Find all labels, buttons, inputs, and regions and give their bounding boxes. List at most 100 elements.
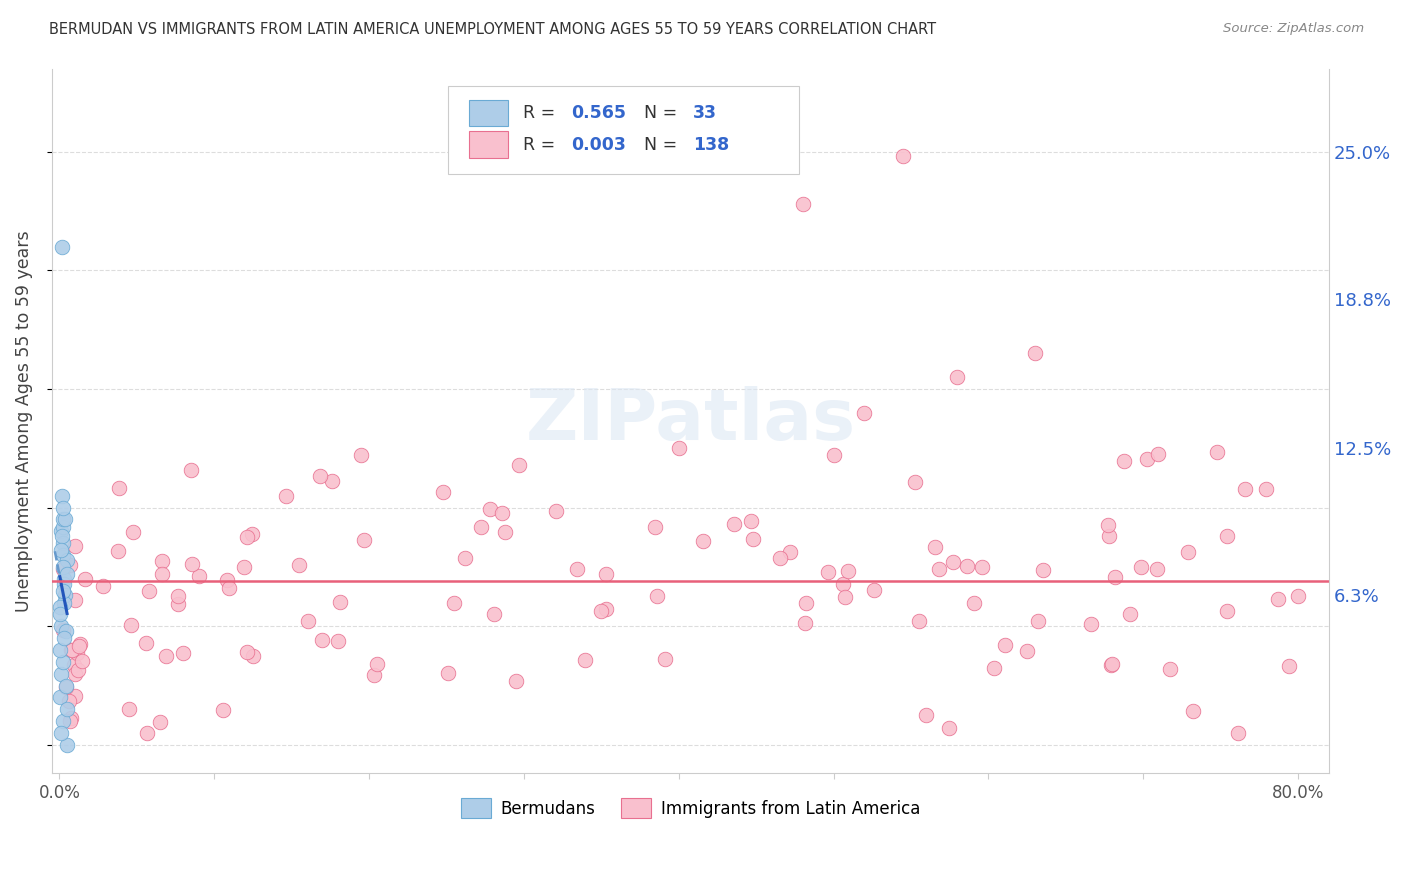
Point <box>792 196 814 211</box>
Point <box>242 648 264 663</box>
Point <box>52 536 75 550</box>
Point <box>1267 592 1289 607</box>
Point <box>65 593 87 607</box>
Point <box>52 583 75 598</box>
Point <box>328 634 350 648</box>
Point <box>308 469 330 483</box>
Point <box>107 481 129 495</box>
Point <box>118 702 141 716</box>
Point <box>155 649 177 664</box>
Point <box>59 714 82 728</box>
Point <box>135 726 157 740</box>
Point <box>120 618 142 632</box>
Text: 138: 138 <box>693 136 730 154</box>
Point <box>1097 518 1119 533</box>
Point <box>152 567 174 582</box>
Point <box>741 532 763 546</box>
Point <box>1101 657 1123 671</box>
Point <box>49 619 72 633</box>
Point <box>52 560 75 574</box>
Point <box>924 541 946 555</box>
Point <box>138 584 160 599</box>
Point <box>915 708 938 723</box>
Point <box>595 601 617 615</box>
Point <box>546 504 568 518</box>
Point <box>908 614 931 628</box>
Point <box>65 646 87 660</box>
Point <box>58 694 80 708</box>
Point <box>942 555 965 569</box>
Text: 33: 33 <box>693 104 717 122</box>
Point <box>1233 482 1256 496</box>
Point <box>53 576 76 591</box>
Point <box>956 559 979 574</box>
Point <box>51 543 73 558</box>
Point <box>53 589 76 603</box>
Point <box>166 589 188 603</box>
Point <box>149 715 172 730</box>
Point <box>75 572 97 586</box>
Point <box>1147 447 1170 461</box>
Text: R =: R = <box>523 136 561 154</box>
Point <box>52 500 75 515</box>
Point <box>60 710 83 724</box>
Text: R =: R = <box>523 104 561 122</box>
Legend: Bermudans, Immigrants from Latin America: Bermudans, Immigrants from Latin America <box>454 791 927 825</box>
Point <box>863 582 886 597</box>
Point <box>794 616 817 631</box>
Point <box>366 657 388 672</box>
Point <box>321 474 343 488</box>
Point <box>121 525 143 540</box>
Point <box>1129 560 1152 574</box>
Point <box>56 553 79 567</box>
Point <box>53 512 76 526</box>
Point <box>56 702 79 716</box>
Point <box>1098 529 1121 543</box>
Point <box>288 558 311 572</box>
Point <box>928 562 950 576</box>
Point <box>1026 614 1049 628</box>
Point <box>350 449 373 463</box>
Point <box>232 559 254 574</box>
Text: N =: N = <box>644 136 683 154</box>
Point <box>1119 607 1142 621</box>
Point <box>494 524 516 539</box>
Point <box>668 442 690 456</box>
Point <box>49 600 72 615</box>
Point <box>479 502 502 516</box>
Point <box>470 520 492 534</box>
Point <box>52 562 75 576</box>
Point <box>51 655 73 669</box>
Point <box>51 726 73 740</box>
Point <box>172 646 194 660</box>
Point <box>51 524 73 539</box>
Point <box>49 607 72 622</box>
Point <box>994 638 1017 652</box>
Point <box>52 714 75 729</box>
Point <box>938 721 960 735</box>
Text: BERMUDAN VS IMMIGRANTS FROM LATIN AMERICA UNEMPLOYMENT AMONG AGES 55 TO 59 YEARS: BERMUDAN VS IMMIGRANTS FROM LATIN AMERIC… <box>49 22 936 37</box>
Point <box>218 581 240 595</box>
Point <box>1136 452 1159 467</box>
Point <box>891 149 914 163</box>
Point <box>52 512 75 526</box>
Text: N =: N = <box>644 104 683 122</box>
Point <box>1031 563 1053 577</box>
Point <box>62 642 84 657</box>
Point <box>363 668 385 682</box>
Point <box>55 679 77 693</box>
Point <box>1015 644 1038 658</box>
Point <box>67 639 90 653</box>
Point <box>723 516 745 531</box>
Point <box>188 568 211 582</box>
Point <box>1216 604 1239 618</box>
Text: Source: ZipAtlas.com: Source: ZipAtlas.com <box>1223 22 1364 36</box>
Point <box>52 631 75 645</box>
Point <box>432 484 454 499</box>
Point <box>453 551 475 566</box>
Point <box>1024 346 1046 360</box>
Point <box>51 239 73 253</box>
Point <box>505 674 527 689</box>
Point <box>329 595 352 609</box>
Point <box>740 514 762 528</box>
